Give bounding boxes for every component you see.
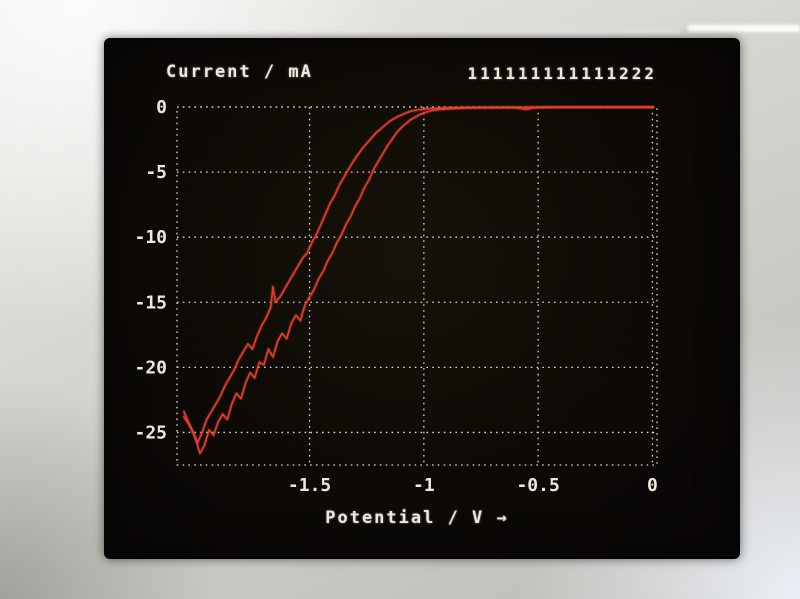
- y-tick-label: -15: [134, 292, 167, 313]
- y-tick-labels: 0 -5 -10 -15 -20 -25: [134, 97, 167, 443]
- forward-sweep-trace: [183, 106, 654, 455]
- x-tick-label: -1.5: [288, 475, 331, 496]
- return-sweep-glow: [182, 105, 655, 445]
- bezel-highlight-top-right: [688, 25, 800, 32]
- x-axis-label: Potential / V →: [325, 508, 509, 528]
- x-tick-label: -1: [413, 475, 435, 496]
- x-tick-labels: -1.5 -1 -0.5 0: [288, 475, 658, 496]
- y-tick-label: -5: [145, 162, 167, 183]
- counter-readout: 111111111111222: [467, 64, 657, 83]
- y-axis-title: Current / mA: [166, 62, 313, 82]
- x-tick-label: -0.5: [516, 475, 559, 496]
- y-tick-label: -20: [134, 357, 167, 378]
- y-tick-label: 0: [156, 97, 167, 118]
- grid-lines: [176, 106, 658, 466]
- forward-sweep-glow: [182, 105, 655, 456]
- x-tick-label: 0: [647, 475, 658, 496]
- bezel-highlight-top: [120, 30, 680, 34]
- return-sweep-trace: [183, 106, 654, 444]
- y-tick-label: -10: [134, 227, 167, 248]
- plot-frame: [176, 106, 658, 466]
- voltammogram-plot: 0 -5 -10 -15 -20 -25 -1.5 -1 -0.5 0: [134, 97, 658, 496]
- y-tick-label: -25: [134, 422, 167, 443]
- instrument-screen: 0 -5 -10 -15 -20 -25 -1.5 -1 -0.5 0 Current / mA …: [104, 38, 740, 559]
